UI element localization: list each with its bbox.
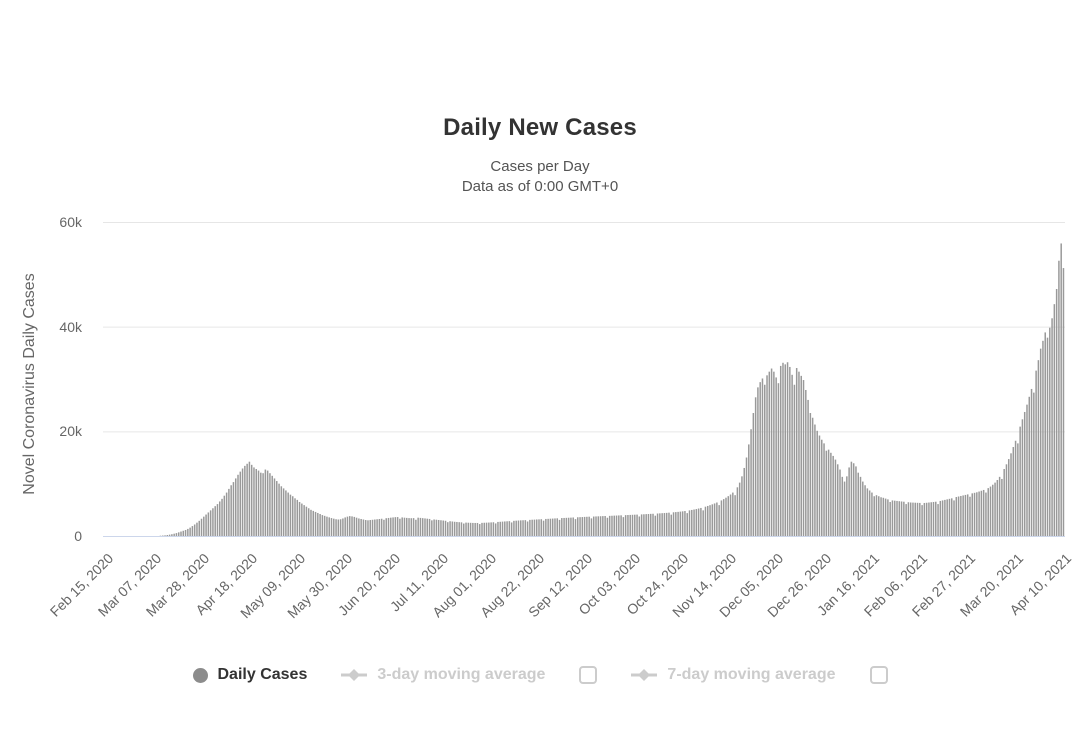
legend-label-3-day-moving-average: 3-day moving average (377, 666, 546, 683)
y-tick-label: 60k (59, 214, 82, 230)
legend-item-daily-cases[interactable]: Daily Cases (192, 666, 308, 684)
daily-cases-circle-marker-icon (192, 667, 208, 683)
legend-label-daily-cases: Daily Cases (217, 666, 308, 683)
chart-subtitle-line1: Cases per Day (490, 158, 590, 175)
legend: Daily Cases 3-day moving average 7-day m… (0, 666, 1080, 684)
y-tick-label: 20k (59, 423, 82, 440)
legend-item-7-day-moving-average[interactable]: 7-day moving average (631, 666, 836, 684)
checkbox-3-day-moving-average[interactable] (579, 666, 598, 684)
chart-subtitle-line2: Data as of 0:00 GMT+0 (461, 178, 619, 195)
line-diamond-marker-icon (631, 668, 658, 682)
checkbox-7-day-moving-average[interactable] (869, 666, 888, 684)
chart-title: Daily New Cases (443, 114, 637, 141)
daily-cases-bars[interactable] (159, 243, 1065, 537)
y-tick-label: 0 (74, 528, 82, 544)
line-diamond-marker-icon (341, 668, 368, 682)
legend-item-3-day-moving-average[interactable]: 3-day moving average (341, 666, 545, 684)
y-tick-label: 40k (59, 318, 82, 335)
legend-label-7-day-moving-average: 7-day moving average (667, 666, 836, 683)
